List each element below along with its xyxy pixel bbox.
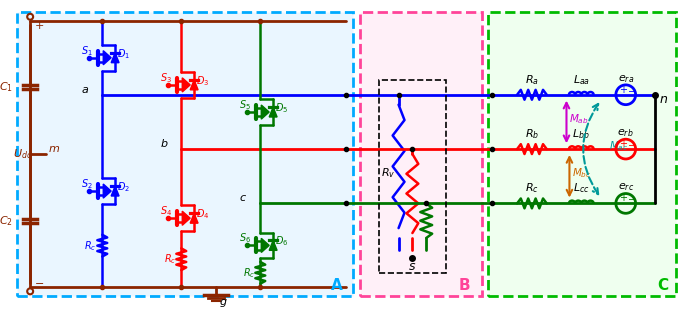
Polygon shape — [111, 53, 119, 63]
Text: A: A — [331, 278, 342, 293]
Text: $+$: $+$ — [619, 192, 628, 203]
Text: $-$: $-$ — [627, 85, 636, 95]
Text: $+$: $+$ — [619, 84, 628, 95]
Text: $U_{dc}$: $U_{dc}$ — [14, 147, 33, 161]
Text: $D_1$: $D_1$ — [117, 47, 130, 61]
Text: $D_5$: $D_5$ — [275, 101, 288, 115]
Text: $M_{ac}$: $M_{ac}$ — [609, 139, 628, 153]
Text: $L_{aa}$: $L_{aa}$ — [573, 73, 590, 87]
FancyBboxPatch shape — [17, 12, 353, 296]
FancyBboxPatch shape — [360, 12, 482, 296]
Text: $D_6$: $D_6$ — [275, 235, 288, 248]
Text: $R_b$: $R_b$ — [525, 127, 539, 141]
Text: $R_c$: $R_c$ — [242, 266, 255, 280]
Polygon shape — [269, 241, 277, 250]
Text: $-$: $-$ — [627, 139, 636, 149]
Text: $C_2$: $C_2$ — [0, 214, 14, 228]
Text: $a$: $a$ — [81, 85, 88, 95]
Text: $e_{rc}$: $e_{rc}$ — [618, 181, 634, 193]
Text: $s$: $s$ — [408, 260, 416, 273]
Text: $M_{ab}$: $M_{ab}$ — [569, 112, 589, 126]
Polygon shape — [182, 211, 190, 225]
Text: $R_c$: $R_c$ — [164, 252, 176, 266]
Text: $g$: $g$ — [219, 297, 227, 309]
Text: $R_c$: $R_c$ — [84, 239, 97, 252]
Text: $-$: $-$ — [627, 193, 636, 203]
Text: $m$: $m$ — [48, 144, 60, 154]
Text: $L_{cc}$: $L_{cc}$ — [573, 181, 590, 195]
Text: $S_2$: $S_2$ — [81, 177, 92, 191]
Text: $D_4$: $D_4$ — [196, 207, 210, 221]
Polygon shape — [103, 51, 111, 65]
Text: $e_{ra}$: $e_{ra}$ — [618, 73, 634, 85]
Text: $+$: $+$ — [619, 138, 628, 149]
Text: B: B — [459, 278, 471, 293]
Text: $n$: $n$ — [660, 93, 669, 106]
Polygon shape — [190, 80, 198, 90]
Text: $b$: $b$ — [160, 137, 168, 149]
FancyBboxPatch shape — [488, 12, 676, 296]
Polygon shape — [269, 107, 277, 117]
Text: $S_3$: $S_3$ — [160, 71, 171, 85]
Text: $-$: $-$ — [34, 277, 45, 287]
Polygon shape — [190, 213, 198, 223]
Text: $S_4$: $S_4$ — [160, 204, 172, 218]
Text: $S_6$: $S_6$ — [238, 231, 251, 245]
Text: C: C — [657, 278, 668, 293]
Text: $e_{rb}$: $e_{rb}$ — [617, 127, 634, 139]
Text: $S_5$: $S_5$ — [238, 98, 251, 112]
Polygon shape — [111, 186, 119, 196]
Polygon shape — [103, 184, 111, 198]
Text: $C_1$: $C_1$ — [0, 80, 14, 94]
Text: $R_v$: $R_v$ — [381, 166, 395, 180]
Text: $R_c$: $R_c$ — [525, 181, 539, 195]
Polygon shape — [261, 238, 269, 252]
Text: $D_2$: $D_2$ — [117, 180, 130, 194]
Text: $R_a$: $R_a$ — [525, 73, 539, 87]
Text: $+$: $+$ — [34, 19, 45, 30]
Text: $M_{bc}$: $M_{bc}$ — [573, 166, 592, 180]
Text: $c$: $c$ — [238, 193, 247, 203]
Polygon shape — [261, 105, 269, 119]
Text: $L_{bb}$: $L_{bb}$ — [573, 127, 590, 141]
Text: $D_3$: $D_3$ — [196, 74, 210, 88]
Text: $S_1$: $S_1$ — [81, 44, 92, 57]
Polygon shape — [182, 78, 190, 92]
